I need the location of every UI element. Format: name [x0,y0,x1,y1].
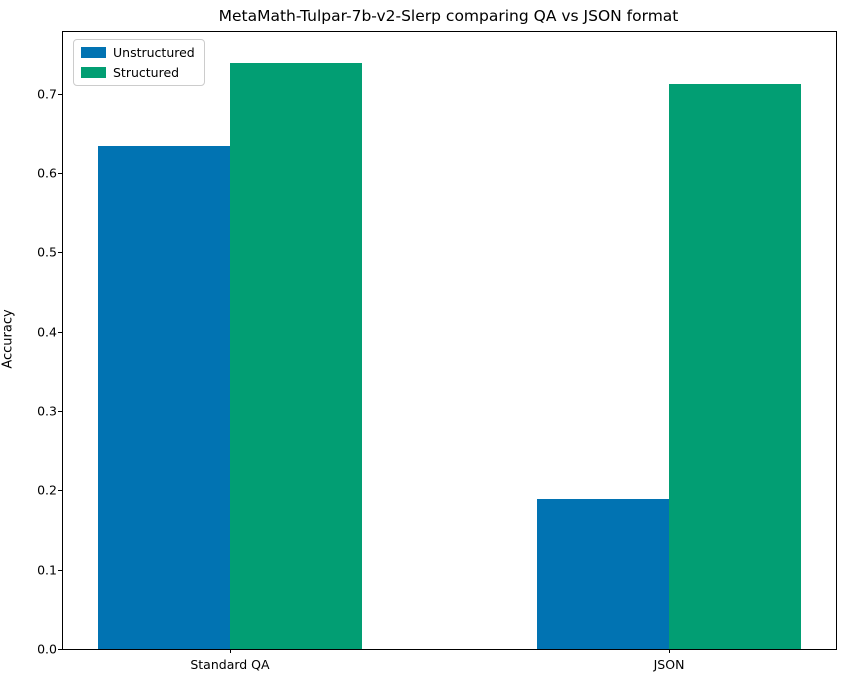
legend-swatch-icon [81,47,106,58]
y-tick-mark [58,331,62,333]
y-tick-label: 0.1 [37,562,57,578]
plot-area: 0.0 0.1 0.2 0.3 0.4 0.5 0.6 0.7 Standard QA JSON… [37,31,837,672]
y-tick-label: 0.0 [37,641,57,657]
bar-unstructured-standard-qa [98,146,230,649]
y-tick-label: 0.4 [37,324,57,340]
bar-structured-json [669,84,801,649]
y-tick-mark [58,252,62,254]
legend-label: Unstructured [113,45,195,60]
bar-unstructured-json [537,499,670,649]
legend-label: Structured [113,65,180,80]
legend-entry-structured: Structured [81,65,195,80]
y-tick-mark [58,490,62,492]
y-tick-mark [58,173,62,175]
bar-structured-standard-qa [229,62,362,649]
y-tick-mark [58,569,62,571]
y-tick-mark [58,649,62,650]
y-tick-label: 0.5 [37,244,57,260]
y-tick-mark [58,411,62,413]
y-tick-mark [58,93,62,95]
legend: Unstructured Structured [73,39,205,86]
y-tick-label: 0.3 [37,403,57,419]
y-tick-label: 0.6 [37,165,57,181]
y-tick-label: 0.7 [37,86,57,102]
y-tick-label: 0.2 [37,482,57,498]
legend-swatch-icon [81,67,106,78]
x-tick-mark [669,649,671,653]
x-tick-mark [229,649,231,653]
chart-title: MetaMath-Tulpar-7b-v2-Slerp comparing QA… [218,7,679,25]
x-tick-label-standard-qa: Standard QA [190,657,270,672]
y-axis-label: Accuracy [0,309,16,369]
x-tick-label-json: JSON [653,657,685,672]
legend-entry-unstructured: Unstructured [81,45,195,60]
